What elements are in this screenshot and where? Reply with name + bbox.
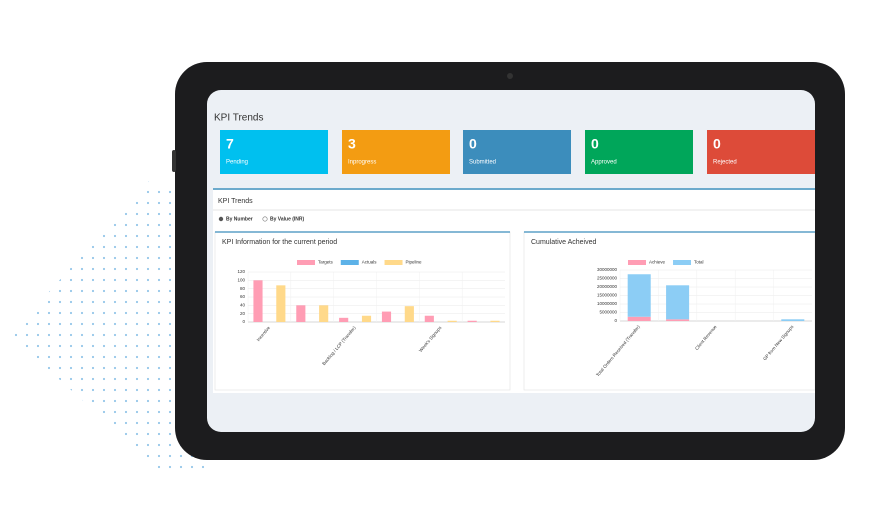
legend-label: Pipeline (406, 260, 423, 265)
legend-label: Achieve (649, 260, 666, 265)
bar (467, 320, 477, 322)
panel-title: KPI Trends (218, 198, 253, 205)
bar (404, 306, 414, 322)
status-card (342, 130, 450, 174)
bar (424, 315, 434, 322)
chart-title: KPI Information for the current period (222, 239, 337, 246)
legend-label: Actuals (362, 260, 378, 265)
chart-box (214, 231, 511, 391)
legend-swatch (340, 260, 359, 265)
y-tick-label: 0 (614, 318, 617, 323)
bar (447, 320, 457, 322)
status-card (463, 130, 571, 174)
bar (666, 285, 690, 320)
bar (627, 274, 651, 317)
y-tick-label: 30000000 (597, 267, 618, 272)
chart-title: Cumulative Acheived (531, 239, 596, 246)
bar (666, 319, 690, 321)
bar (781, 319, 805, 321)
bar (627, 316, 651, 321)
radio[interactable] (262, 216, 268, 222)
y-tick-label: 40 (240, 303, 246, 308)
bar (253, 280, 263, 322)
bar (319, 305, 329, 322)
side-button (172, 150, 176, 172)
radio[interactable] (218, 216, 224, 222)
y-tick-label: 15000000 (597, 293, 618, 298)
y-tick-label: 20 (240, 311, 246, 316)
bar (276, 285, 286, 322)
y-tick-label: 100 (237, 278, 245, 283)
bar (296, 305, 306, 322)
radio-label[interactable]: By Number (226, 216, 253, 222)
camera (507, 73, 513, 79)
y-tick-label: 120 (237, 269, 245, 274)
y-tick-label: 80 (240, 286, 246, 291)
card-value: 3 (348, 136, 356, 152)
y-tick-label: 10000000 (597, 301, 618, 306)
status-card (707, 130, 815, 174)
card-value: 0 (713, 136, 721, 152)
legend-swatch (297, 260, 315, 265)
bar (381, 311, 392, 322)
card-value: 7 (226, 136, 234, 152)
screen: KPI Trends KPI Trends By Number By Value… (207, 90, 815, 432)
y-tick-label: 0 (242, 319, 245, 324)
card-label: Submitted (469, 160, 496, 166)
y-tick-label: 5000000 (599, 310, 617, 315)
legend-swatch (673, 260, 692, 265)
dot-decoration (10, 180, 210, 470)
radio-label[interactable]: By Value (INR) (270, 216, 305, 222)
card-label: Approved (591, 160, 617, 166)
status-card (585, 130, 693, 174)
bar (490, 320, 500, 322)
y-tick-label: 60 (240, 294, 246, 299)
legend-swatch (628, 260, 646, 265)
card-label: Rejected (713, 160, 737, 166)
legend-swatch (384, 260, 403, 265)
bar (361, 315, 372, 322)
bar (339, 317, 349, 322)
card-value: 0 (469, 136, 477, 152)
y-tick-label: 25000000 (597, 276, 618, 281)
legend-label: Targets (318, 260, 334, 265)
legend-label: Total (694, 260, 704, 265)
card-label: Pending (226, 160, 248, 166)
card-label: Inprogress (348, 160, 376, 166)
y-tick-label: 20000000 (597, 284, 618, 289)
card-value: 0 (591, 136, 599, 152)
status-card (220, 130, 328, 174)
page-title: KPI Trends (214, 113, 263, 124)
